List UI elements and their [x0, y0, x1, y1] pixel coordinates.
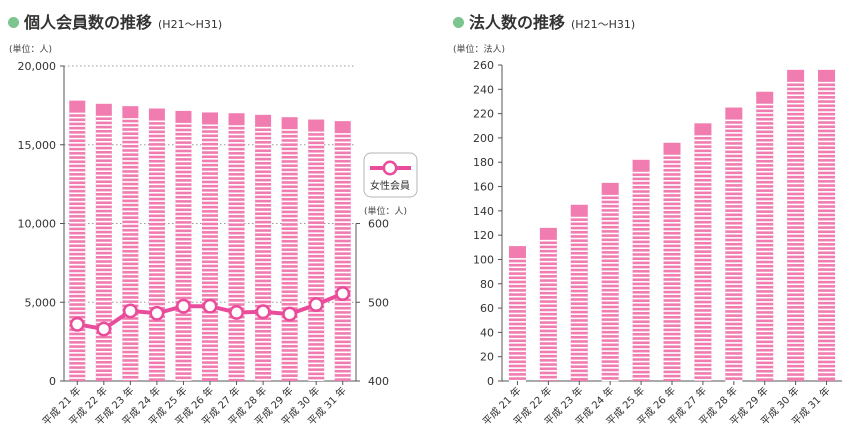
- member-bar: [334, 121, 351, 381]
- member-bar: [308, 119, 325, 382]
- green-dot-icon: [8, 17, 19, 28]
- member-chart-header: 個人会員数の推移 (H21〜H31): [8, 9, 222, 33]
- y2-tick-label: 600: [368, 218, 389, 231]
- y-tick-label: 220: [473, 108, 494, 121]
- y2-tick-label: 500: [368, 296, 389, 309]
- member-chart-subtitle: (H21〜H31): [158, 18, 223, 31]
- female-member-point: [149, 305, 165, 321]
- member-bar: [175, 110, 192, 381]
- corporation-chart-subtitle: (H21〜H31): [571, 18, 636, 31]
- member-bar: [255, 114, 272, 381]
- y-tick-label: 120: [473, 229, 494, 242]
- female-member-point: [229, 305, 244, 320]
- member-bar: [69, 100, 86, 382]
- y-tick-label: 80: [480, 278, 494, 291]
- female-member-point: [96, 321, 112, 337]
- female-member-point: [202, 298, 218, 314]
- y-tick-label: 140: [473, 205, 494, 218]
- corporation-bar: [601, 182, 619, 382]
- female-member-point: [176, 298, 191, 314]
- corporation-chart-panel: 法人数の推移 (H21〜H31) (単位：法人) 0 20 40 60 80 100 120…: [440, 0, 852, 444]
- legend-label: 女性会員: [370, 179, 410, 192]
- y-tick-label: 260: [473, 59, 494, 72]
- corporation-bar: [508, 246, 526, 382]
- member-right-unit: (単位：人): [364, 205, 407, 217]
- female-member-point: [282, 306, 298, 322]
- female-member-point: [308, 297, 324, 313]
- corporation-unit: (単位：法人): [453, 45, 506, 55]
- y-tick-label: 200: [473, 132, 494, 145]
- member-left-unit: (単位：人): [9, 45, 53, 55]
- green-dot-icon: [453, 17, 464, 28]
- y-tick-label: 10,000: [18, 218, 57, 231]
- legend-marker: [382, 160, 398, 176]
- y-tick-label: 15,000: [18, 139, 57, 152]
- y-tick-label: 160: [473, 181, 494, 194]
- y-tick-label: 240: [473, 83, 494, 96]
- member-chart-panel: 個人会員数の推移 (H21〜H31) (単位：人) 0 5,000 10,000 15…: [8, 9, 418, 428]
- y-tick-label: 60: [480, 302, 494, 315]
- member-bar: [122, 106, 139, 381]
- y-tick-label: 180: [473, 156, 494, 169]
- member-bar: [228, 113, 245, 381]
- corporation-bar: [539, 227, 557, 381]
- y-tick-label: 40: [480, 326, 494, 339]
- y-tick-label: 0: [49, 375, 56, 388]
- corporation-bar: [632, 159, 650, 381]
- corporation-bar: [787, 69, 805, 381]
- y-tick-label: 0: [487, 375, 494, 388]
- corporation-bar: [570, 204, 588, 381]
- y2-tick-label: 400: [368, 375, 389, 388]
- member-chart-title: 個人会員数の推移: [24, 13, 153, 32]
- y-tick-label: 100: [473, 253, 494, 266]
- female-member-point: [255, 304, 271, 320]
- member-bar: [281, 117, 298, 381]
- female-member-point: [69, 316, 85, 332]
- y-tick-label: 5,000: [25, 296, 57, 309]
- female-member-point: [335, 286, 351, 302]
- corporation-bar: [818, 69, 836, 381]
- corporation-chart-title: 法人数の推移: [469, 13, 566, 32]
- corporation-bar: [663, 142, 681, 381]
- female-member-point: [122, 303, 138, 319]
- y-tick-label: 20,000: [18, 60, 57, 73]
- corporation-bar: [694, 123, 712, 381]
- corporation-chart-header: 法人数の推移 (H21〜H31): [453, 9, 635, 33]
- corporation-bar: [756, 91, 774, 381]
- member-bar: [95, 103, 112, 382]
- corporation-bar: [725, 107, 743, 382]
- member-bar: [148, 108, 165, 382]
- y-tick-label: 20: [480, 351, 494, 364]
- member-bar: [202, 112, 218, 382]
